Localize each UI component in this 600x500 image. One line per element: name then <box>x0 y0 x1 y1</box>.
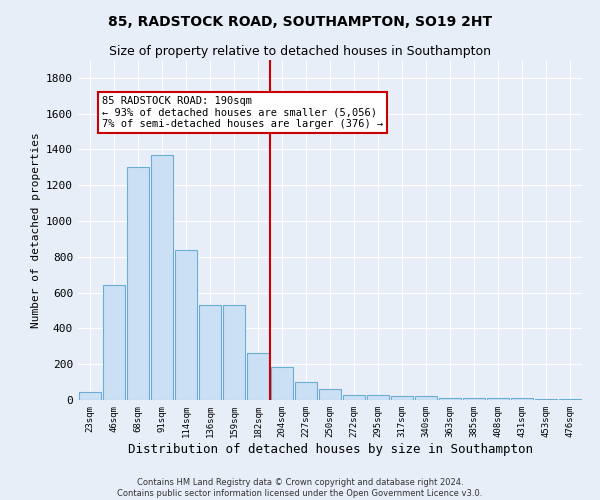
Bar <box>175 250 197 400</box>
Bar <box>271 367 293 400</box>
Bar <box>415 396 437 400</box>
Bar <box>199 305 221 400</box>
Bar <box>559 398 581 400</box>
Bar <box>391 396 413 400</box>
Text: 85 RADSTOCK ROAD: 190sqm
← 93% of detached houses are smaller (5,056)
7% of semi: 85 RADSTOCK ROAD: 190sqm ← 93% of detach… <box>102 96 383 129</box>
Bar <box>439 398 461 400</box>
Bar <box>319 390 341 400</box>
Bar <box>487 398 509 400</box>
Bar <box>127 168 149 400</box>
Bar <box>535 398 557 400</box>
Bar <box>463 398 485 400</box>
X-axis label: Distribution of detached houses by size in Southampton: Distribution of detached houses by size … <box>128 442 533 456</box>
Text: Contains HM Land Registry data © Crown copyright and database right 2024.
Contai: Contains HM Land Registry data © Crown c… <box>118 478 482 498</box>
Bar <box>511 398 533 400</box>
Bar <box>223 305 245 400</box>
Bar <box>343 394 365 400</box>
Bar <box>247 352 269 400</box>
Bar <box>151 155 173 400</box>
Text: 85, RADSTOCK ROAD, SOUTHAMPTON, SO19 2HT: 85, RADSTOCK ROAD, SOUTHAMPTON, SO19 2HT <box>108 15 492 29</box>
Bar <box>367 394 389 400</box>
Text: Size of property relative to detached houses in Southampton: Size of property relative to detached ho… <box>109 45 491 58</box>
Bar <box>103 286 125 400</box>
Bar <box>295 382 317 400</box>
Bar <box>79 392 101 400</box>
Y-axis label: Number of detached properties: Number of detached properties <box>31 132 41 328</box>
